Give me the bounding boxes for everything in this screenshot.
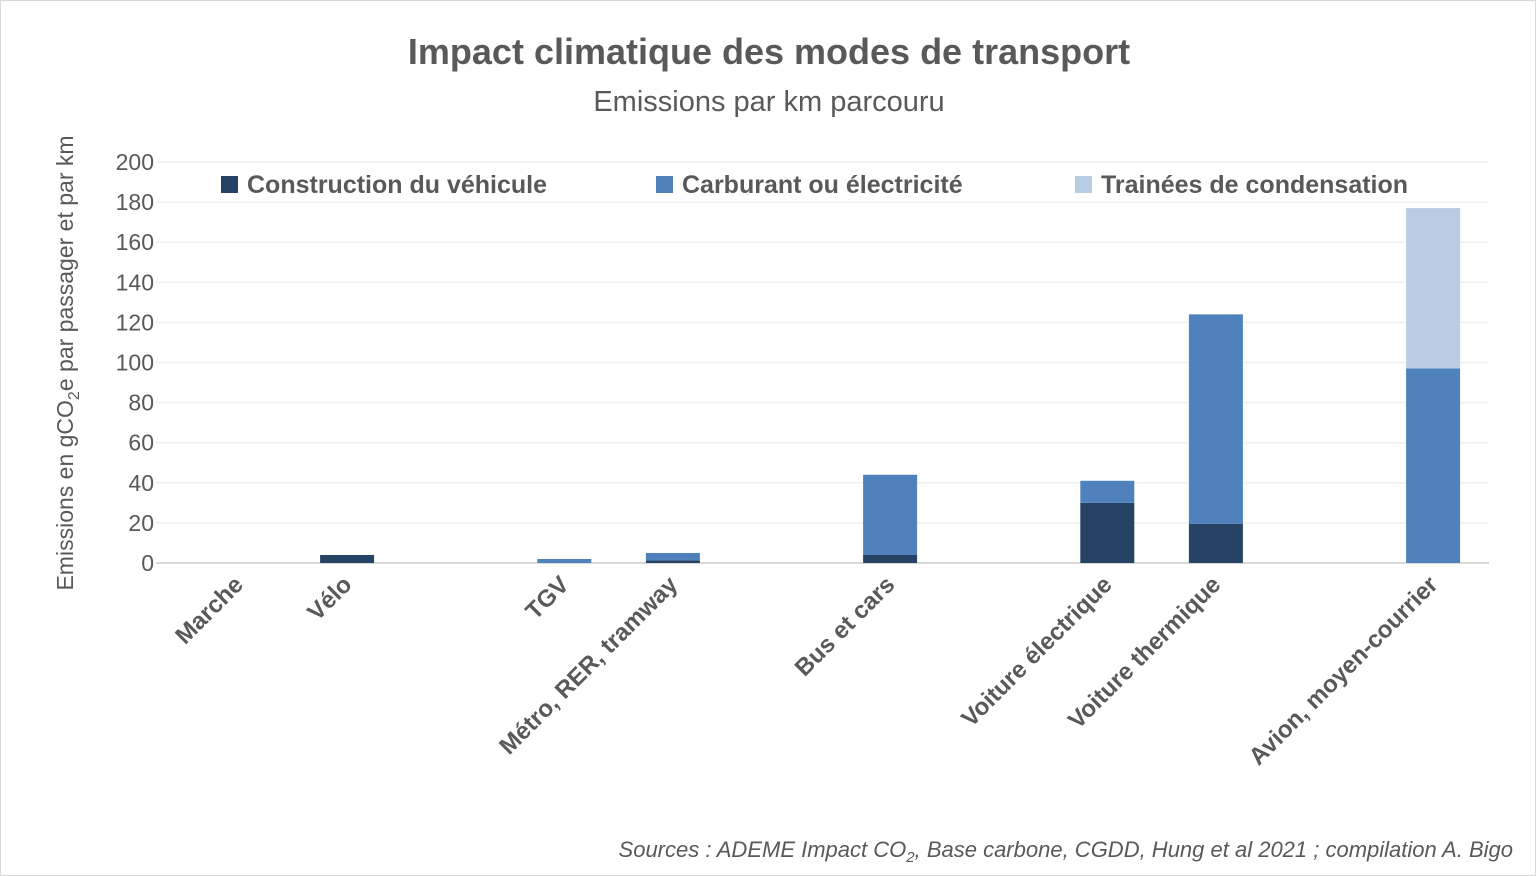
y-tick-label: 0 <box>141 550 154 576</box>
chart-title: Impact climatique des modes de transport <box>408 31 1130 72</box>
x-tick-label: Avion, moyen-courrier <box>1244 571 1444 771</box>
source-note: Sources : ADEME Impact CO2, Base carbone… <box>619 837 1513 866</box>
y-tick-label: 160 <box>116 229 154 255</box>
x-tick-label: Vélo <box>302 571 357 626</box>
bar-segment <box>1188 523 1243 563</box>
y-tick-label: 80 <box>128 390 154 416</box>
x-tick-label: Métro, RER, tramway <box>494 571 683 760</box>
bar-segment <box>1080 480 1135 503</box>
y-tick-label: 60 <box>128 430 154 456</box>
bar-segment <box>320 554 375 563</box>
y-tick-label: 180 <box>116 189 154 215</box>
bar-segment <box>645 560 700 563</box>
bar-segment <box>645 552 700 561</box>
legend-label: Carburant ou électricité <box>682 171 963 199</box>
y-tick-label: 140 <box>116 269 154 295</box>
legend-label: Construction du véhicule <box>247 171 547 199</box>
bar-segment <box>1406 368 1461 563</box>
y-tick-label: 20 <box>128 510 154 536</box>
x-tick-label: Bus et cars <box>790 571 901 682</box>
legend-swatch <box>221 176 238 193</box>
legend-label: Trainées de condensation <box>1101 171 1408 199</box>
y-axis-label: Emissions en gCO2e par passager et par k… <box>52 135 83 590</box>
y-tick-label: 40 <box>128 470 154 496</box>
x-tick-label: TGV <box>521 571 575 625</box>
y-tick-label: 100 <box>116 350 154 376</box>
bar-segment <box>863 474 918 555</box>
bar-segment <box>1406 208 1461 369</box>
bar-segment <box>863 554 918 563</box>
chart-subtitle: Emissions par km parcouru <box>593 86 944 118</box>
bar-segment <box>1188 314 1243 524</box>
y-tick-label: 200 <box>116 149 154 175</box>
bar-segment <box>537 558 592 563</box>
y-tick-label: 120 <box>116 309 154 335</box>
x-tick-label: Marche <box>170 571 249 650</box>
bar-segment <box>1080 502 1135 563</box>
legend-swatch <box>656 176 673 193</box>
legend-swatch <box>1075 176 1092 193</box>
